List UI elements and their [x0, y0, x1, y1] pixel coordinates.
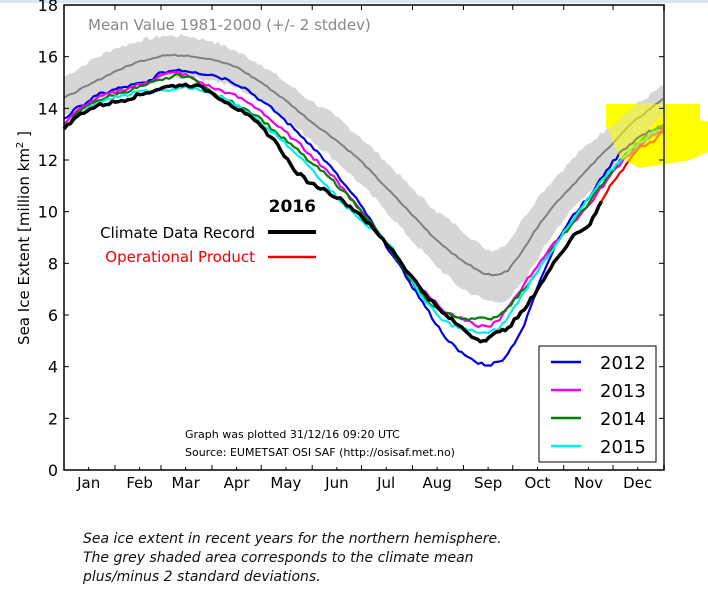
legend-label-2014: 2014: [600, 409, 646, 430]
x-tick-label-oct: Oct: [524, 474, 550, 492]
series-lines: [62, 68, 665, 367]
y-axis-label: Sea Ice Extent [million km2 ]: [15, 131, 33, 345]
plot-frame-right: [663, 5, 665, 470]
caption-line: plus/minus 2 standard deviations.: [83, 569, 321, 585]
y-tick-label: 14: [38, 99, 58, 118]
x-tick-label-feb: Feb: [126, 474, 153, 492]
legend-label-2015: 2015: [600, 437, 646, 458]
x-tick-label-aug: Aug: [423, 474, 452, 492]
mean-line: [63, 53, 665, 277]
x-tick-label-dec: Dec: [623, 474, 652, 492]
yellow-highlight-overlay: [606, 104, 672, 168]
y-tick-label: 8: [48, 254, 58, 273]
stddev-band-area: [64, 33, 664, 303]
caption-line: The grey shaded area corresponds to the …: [83, 550, 474, 566]
legend-2016: 2016 Climate Data Record Operational Pro…: [100, 197, 316, 266]
caption-line: Sea ice extent in recent years for the n…: [83, 531, 502, 547]
legend-label-2013: 2013: [600, 381, 646, 402]
mean-1981-2000-line: [63, 53, 665, 277]
source-annotation: Source: EUMETSAT OSI SAF (http://osisaf.…: [185, 446, 455, 459]
x-tick-label-nov: Nov: [574, 474, 603, 492]
legend-years: 2012 2013 2014 2015: [538, 345, 657, 463]
series-line-2016-climate-data-record: [62, 82, 604, 344]
mean-label: Mean Value 1981-2000 (+/- 2 stddev): [88, 16, 371, 34]
y-tick-label: 16: [38, 48, 58, 67]
y-tick-label: 10: [38, 203, 58, 222]
x-tick-label-jul: Jul: [376, 474, 395, 492]
axis-ticks: [63, 4, 665, 471]
x-tick-labels: Jan Feb Mar Apr May Jun Jul Aug Sep Oct Nov Dec: [76, 474, 652, 492]
legend-2016-op-label: Operational Product: [105, 248, 255, 266]
figure-caption: Sea ice extent in recent years for the n…: [83, 530, 603, 587]
x-tick-label-sep: Sep: [474, 474, 502, 492]
sea-ice-extent-chart: 0 2 4 6 8 10 12 14 16 18 Jan Feb Mar Apr May Jun Jul Aug…: [15, 0, 708, 492]
y-tick-label: 4: [48, 358, 58, 377]
y-tick-label: 12: [38, 151, 58, 170]
x-tick-label-apr: Apr: [224, 474, 251, 492]
x-tick-label-may: May: [270, 474, 301, 492]
legend-2016-title: 2016: [269, 197, 316, 217]
x-tick-label-jun: Jun: [324, 474, 348, 492]
legend-2016-cdr-label: Climate Data Record: [100, 224, 255, 242]
legend-label-2012: 2012: [600, 353, 646, 374]
window-top-edge: [0, 0, 708, 3]
annotations: Graph was plotted 31/12/16 09:20 UTC Sou…: [185, 428, 455, 459]
y-tick-label: 2: [48, 409, 58, 428]
x-tick-label-mar: Mar: [171, 474, 200, 492]
legend-years-box: [538, 345, 657, 463]
x-tick-label-jan: Jan: [76, 474, 100, 492]
series-line-2012: [63, 68, 665, 367]
plotted-date-annotation: Graph was plotted 31/12/16 09:20 UTC: [185, 428, 400, 441]
y-tick-label: 18: [38, 0, 58, 15]
y-tick-labels: 0 2 4 6 8 10 12 14 16 18: [38, 0, 58, 480]
mean-stddev-band: [64, 33, 664, 303]
yellow-highlight-overlay-shape: [606, 104, 672, 168]
y-tick-label: 0: [48, 461, 58, 480]
series-line-2015: [63, 84, 665, 335]
y-tick-label: 6: [48, 306, 58, 325]
